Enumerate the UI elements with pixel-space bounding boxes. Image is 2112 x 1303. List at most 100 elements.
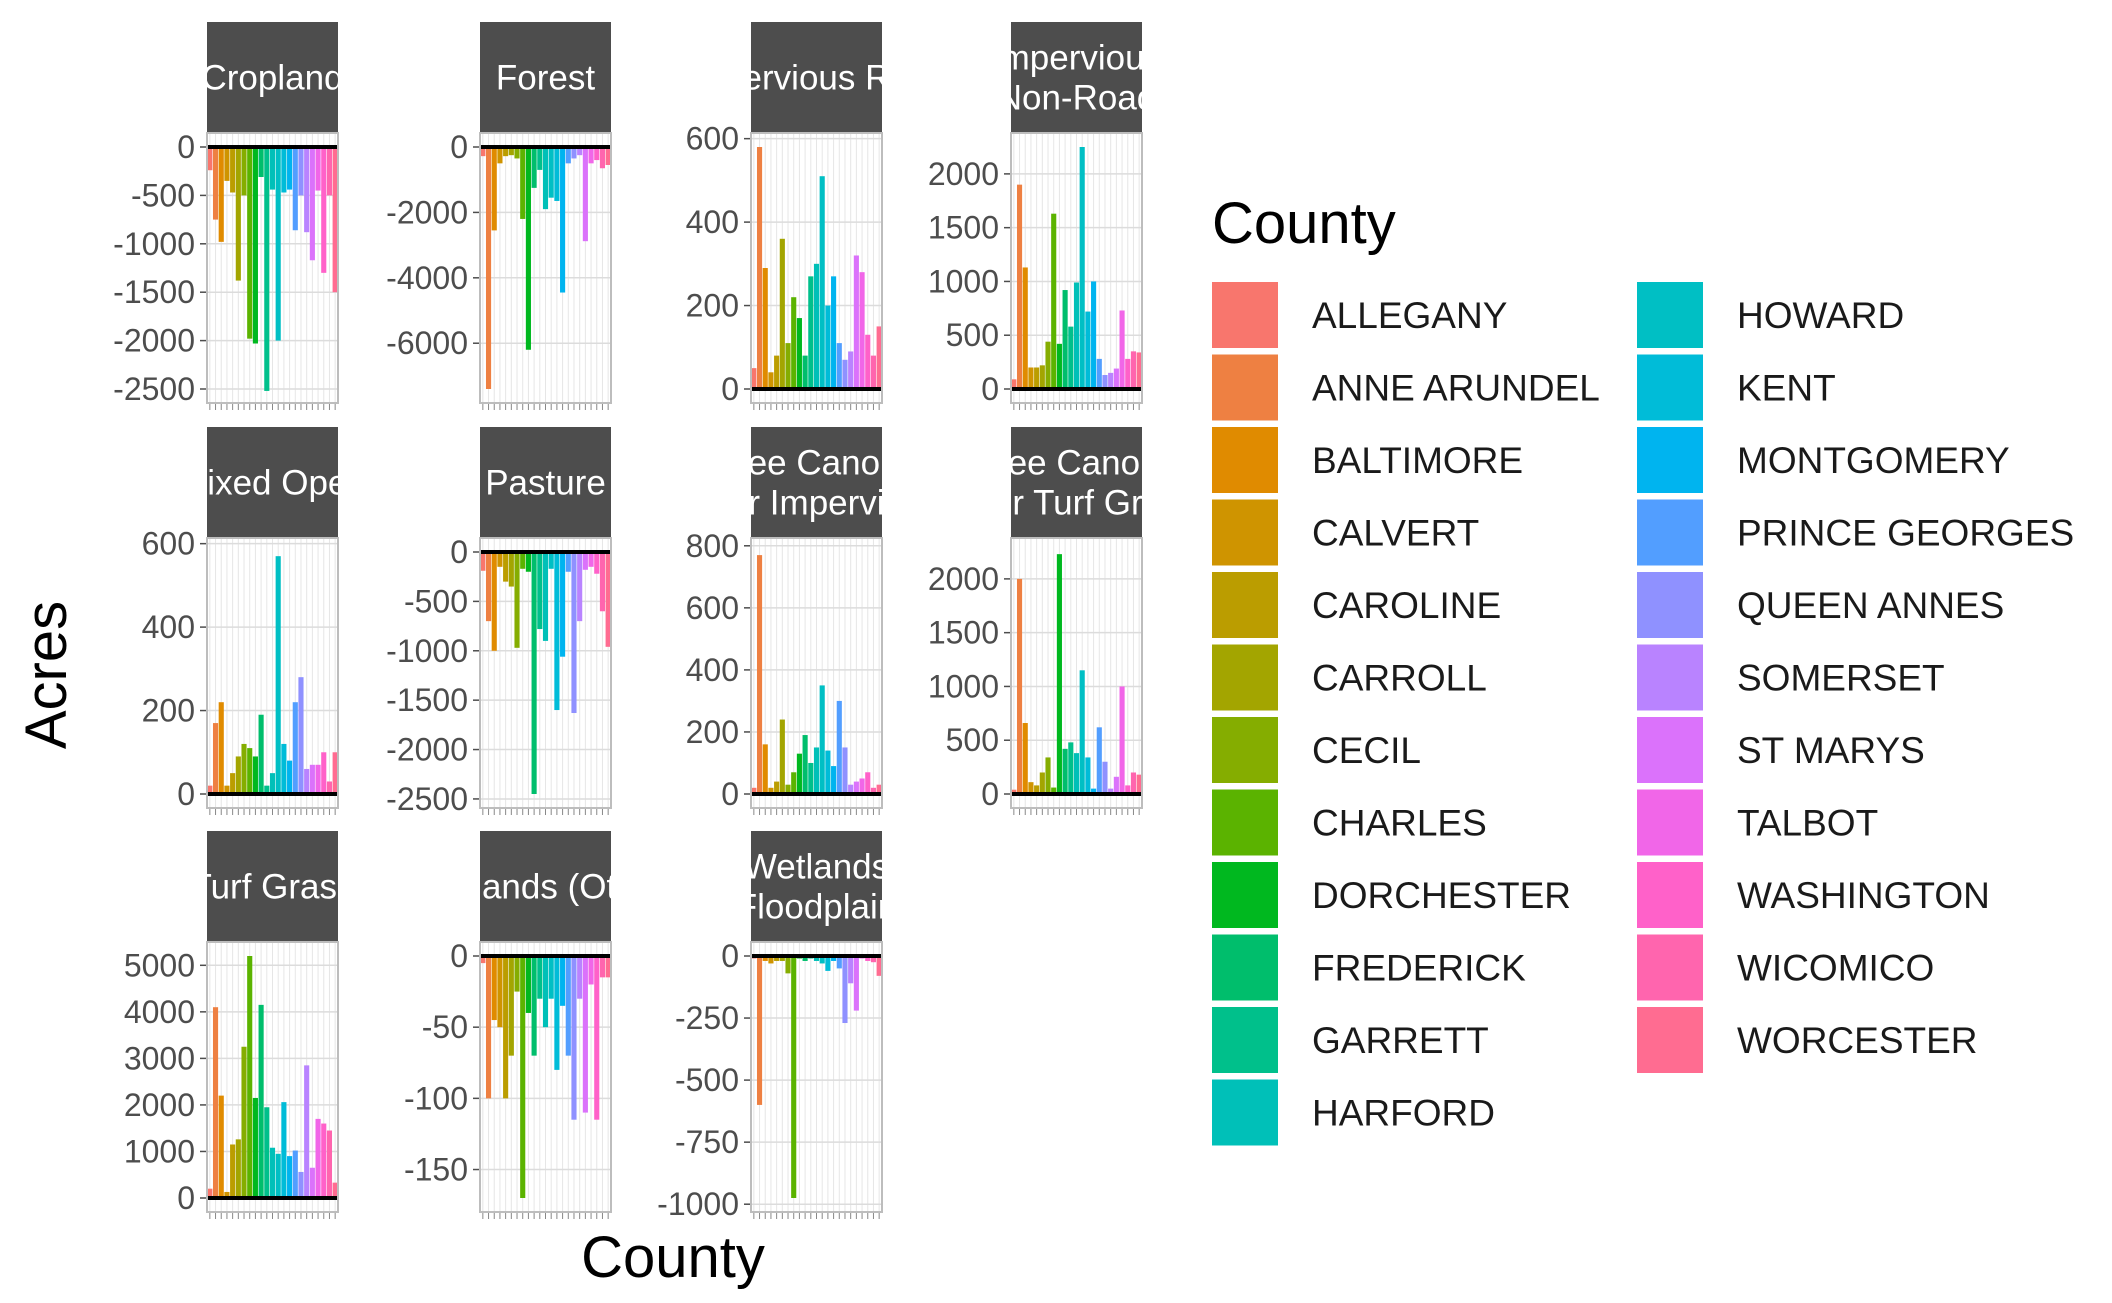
- bar: [292, 1150, 298, 1198]
- bar: [1056, 554, 1062, 794]
- y-tick-label: -2000: [386, 194, 468, 230]
- bar: [520, 956, 526, 1198]
- legend-label: PRINCE GEORGES: [1737, 513, 2074, 554]
- facet-strip-label: Wetlands (Other): [413, 868, 679, 907]
- y-tick-label: 4000: [124, 994, 195, 1030]
- bar: [791, 297, 797, 389]
- bar: [819, 685, 825, 794]
- y-tick-label: 0: [450, 938, 468, 974]
- y-tick-label: 0: [177, 129, 195, 165]
- bar: [1062, 290, 1068, 389]
- bar: [321, 1123, 327, 1198]
- panel-border: [206, 941, 339, 1213]
- bar: [1034, 785, 1040, 794]
- legend-label: MONTGOMERY: [1737, 440, 2010, 481]
- bar: [1102, 761, 1108, 794]
- bar: [582, 147, 588, 242]
- bar: [241, 147, 247, 196]
- bar: [756, 956, 763, 1105]
- bar: [1016, 578, 1023, 794]
- y-tick-label: 200: [142, 693, 195, 729]
- legend-key: [1637, 862, 1703, 928]
- bar: [503, 552, 509, 582]
- bar: [1113, 776, 1119, 794]
- bar: [808, 276, 814, 389]
- bar: [859, 272, 865, 389]
- facet-panel: Impervious Road 0 200 400 600: [684, 22, 949, 410]
- y-tick-label: 500: [946, 317, 999, 353]
- bar: [309, 1167, 315, 1198]
- bar: [870, 956, 877, 963]
- y-tick-label: -1000: [113, 226, 195, 262]
- bar: [537, 147, 543, 170]
- bar: [264, 1107, 270, 1198]
- bar: [842, 359, 848, 389]
- bar: [485, 552, 492, 622]
- legend-key: [1637, 934, 1703, 1001]
- bar: [1056, 343, 1062, 389]
- bar: [588, 552, 594, 567]
- bar: [1091, 281, 1097, 389]
- panel-border: [206, 537, 339, 809]
- facet-strip-label: over Impervious: [692, 484, 941, 523]
- y-tick-label: 600: [142, 526, 195, 562]
- bar: [582, 552, 588, 570]
- facet-strip-label: Forest: [496, 59, 595, 98]
- bar: [269, 147, 276, 190]
- bar: [588, 147, 594, 164]
- legend-label: BALTIMORE: [1312, 440, 1523, 481]
- y-tick-label: 0: [721, 371, 739, 407]
- bar: [774, 956, 780, 961]
- bar: [269, 1147, 276, 1198]
- bar: [235, 756, 241, 794]
- bar: [503, 956, 509, 1099]
- bar: [542, 956, 549, 1028]
- bar: [531, 147, 537, 188]
- bar: [560, 552, 566, 657]
- bar: [825, 305, 831, 389]
- bar: [1091, 788, 1097, 794]
- bar: [853, 781, 859, 794]
- bar: [1028, 782, 1034, 794]
- bar: [1079, 147, 1085, 389]
- bar: [298, 1171, 304, 1198]
- bar: [1068, 742, 1074, 794]
- y-tick-label: 0: [981, 371, 999, 407]
- bar: [865, 956, 871, 961]
- y-tick-label: -150: [404, 1152, 468, 1188]
- legend-label: WICOMICO: [1737, 948, 1934, 989]
- bar: [537, 552, 543, 630]
- bar: [808, 762, 814, 794]
- bar: [252, 756, 258, 794]
- legend-key: [1637, 789, 1703, 856]
- bar: [842, 747, 848, 794]
- bar: [497, 552, 503, 567]
- bar: [1034, 367, 1040, 389]
- facet-strip-label: Turf Grass: [191, 868, 355, 907]
- bar: [785, 784, 791, 794]
- bar: [1108, 788, 1114, 794]
- y-tick-label: 2000: [928, 561, 999, 597]
- bar: [298, 147, 304, 196]
- bar: [235, 1139, 241, 1198]
- legend-key: [1212, 717, 1278, 783]
- facet-strip-label: Impervious Road: [684, 59, 949, 98]
- bar: [514, 147, 520, 159]
- y-tick-label: 0: [981, 776, 999, 812]
- legend-key: [1637, 644, 1703, 711]
- bar: [560, 147, 566, 293]
- bar: [774, 355, 780, 389]
- legend-key: [1637, 499, 1703, 566]
- bar: [819, 176, 825, 389]
- y-tick-label: -2000: [386, 732, 468, 768]
- bar: [756, 555, 763, 794]
- legend-label: ANNE ARUNDEL: [1312, 368, 1600, 409]
- bar: [258, 714, 264, 794]
- y-tick-label: -2500: [386, 781, 468, 817]
- panel-border: [1010, 537, 1143, 809]
- bar: [768, 372, 774, 389]
- bar: [480, 552, 486, 571]
- y-tick-label: -750: [675, 1124, 739, 1160]
